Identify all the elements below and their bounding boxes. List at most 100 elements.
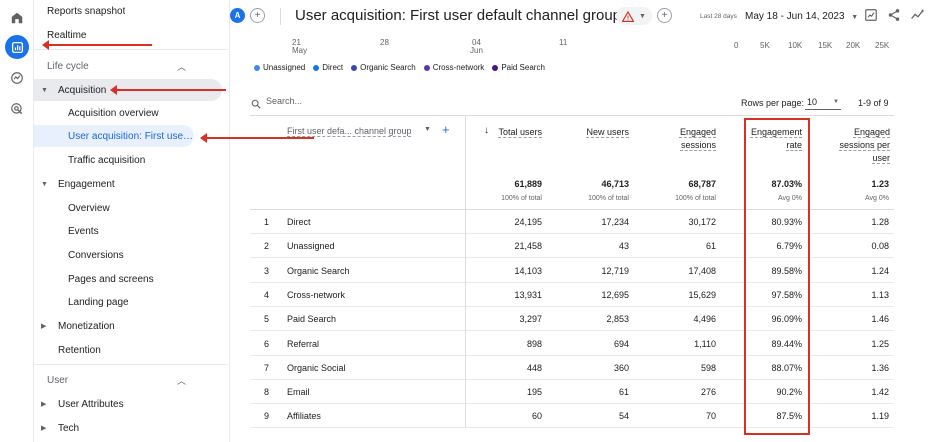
sidebar-item-overview[interactable]: Overview bbox=[34, 197, 228, 219]
row-channel[interactable]: Email bbox=[287, 387, 310, 398]
col-header-total-users[interactable]: Total users bbox=[498, 127, 542, 137]
table-row[interactable]: 5 Paid Search 3,297 2,853 4,496 96.09% 1.46 bbox=[250, 307, 894, 332]
legend-swatch bbox=[423, 64, 430, 71]
table-row[interactable]: 8 Email 195 61 276 90.2% 1.42 bbox=[250, 380, 894, 405]
legend-item-unassigned[interactable]: Unassigned bbox=[254, 63, 305, 72]
plus-icon: + bbox=[254, 9, 261, 21]
page-title: User acquisition: First user default cha… bbox=[295, 7, 622, 24]
legend-item-direct[interactable]: Direct bbox=[313, 63, 343, 72]
total-value: 87.03% bbox=[771, 179, 802, 189]
sidebar-item-events[interactable]: Events bbox=[34, 220, 228, 242]
cell-total-users: 21,458 bbox=[514, 241, 542, 252]
dimension-header[interactable]: First user defa... channel group bbox=[287, 126, 412, 136]
caret-down-icon: ▼ bbox=[833, 99, 839, 105]
row-channel[interactable]: Cross-network bbox=[287, 289, 346, 300]
sidebar-item-tech[interactable]: ▶ Tech bbox=[34, 417, 228, 439]
sidebar-item-realtime[interactable]: Realtime bbox=[34, 24, 228, 46]
share-icon[interactable] bbox=[887, 8, 901, 27]
chevron-up-icon: ︿ bbox=[176, 61, 186, 72]
cell-new-users: 2,853 bbox=[606, 314, 629, 325]
sidebar-item-landing-page[interactable]: Landing page bbox=[34, 291, 228, 313]
legend-item-paid-search[interactable]: Paid Search bbox=[492, 63, 545, 72]
cell-engagement-rate: 6.79% bbox=[776, 241, 802, 252]
search-icon bbox=[251, 99, 261, 109]
cell-new-users: 12,695 bbox=[601, 289, 629, 300]
cell-engaged-sessions: 30,172 bbox=[688, 217, 716, 227]
caret-right-icon: ▶ bbox=[41, 323, 47, 330]
sidebar-item-user-acquisition[interactable]: User acquisition: First user ... bbox=[34, 125, 194, 147]
legend-swatch bbox=[313, 64, 320, 71]
row-channel[interactable]: Organic Social bbox=[287, 362, 346, 373]
cell-sessions-per-user: 1.13 bbox=[871, 289, 889, 300]
cell-total-users: 60 bbox=[531, 411, 542, 422]
table-row[interactable]: 3 Organic Search 14,103 12,719 17,408 89.58% 1… bbox=[250, 259, 894, 283]
col-header-engagement-rate[interactable]: Engagement rate bbox=[750, 127, 802, 150]
data-quality-button[interactable]: ▼ bbox=[616, 7, 652, 25]
col-header-new-users[interactable]: New users bbox=[586, 127, 629, 137]
row-channel[interactable]: Affiliates bbox=[287, 411, 321, 422]
row-rank: 5 bbox=[264, 314, 270, 325]
add-comparison-button[interactable]: + bbox=[250, 8, 265, 23]
sidebar-item-acquisition-overview[interactable]: Acquisition overview bbox=[34, 102, 228, 124]
avatar[interactable]: A bbox=[230, 8, 245, 23]
sidebar-item-engagement[interactable]: ▼ Engagement bbox=[34, 173, 228, 195]
sidebar-section-user[interactable]: User ︿ bbox=[34, 369, 228, 391]
cell-total-users: 14,103 bbox=[514, 265, 542, 276]
col-header-engaged-sessions[interactable]: Engaged sessions bbox=[679, 127, 716, 150]
x-axis-tick: 21 bbox=[292, 38, 301, 47]
cell-new-users: 43 bbox=[618, 241, 629, 252]
sidebar-divider bbox=[34, 364, 228, 365]
sidebar-item-user-attributes[interactable]: ▶ User Attributes bbox=[34, 393, 228, 415]
legend-swatch bbox=[254, 64, 260, 71]
cell-total-users: 195 bbox=[526, 387, 542, 398]
add-dimension-icon[interactable]: + bbox=[442, 122, 450, 137]
table-row[interactable]: 1 Direct 24,195 17,234 30,172 80.93% 1.28 bbox=[250, 210, 894, 234]
explore-icon[interactable] bbox=[5, 66, 29, 90]
home-icon[interactable] bbox=[5, 6, 29, 30]
advertising-icon[interactable] bbox=[5, 97, 29, 121]
row-rank: 3 bbox=[264, 265, 270, 276]
cell-engaged-sessions: 598 bbox=[700, 362, 716, 373]
cell-engaged-sessions: 15,629 bbox=[688, 289, 716, 300]
sidebar-item-traffic-acquisition[interactable]: Traffic acquisition bbox=[34, 149, 228, 171]
chart-legend: Unassigned Direct Organic Search Cross-n… bbox=[254, 63, 545, 72]
cell-engagement-rate: 96.09% bbox=[771, 314, 802, 325]
sidebar-item-retention[interactable]: Retention bbox=[34, 339, 228, 361]
reports-icon[interactable] bbox=[5, 35, 29, 59]
cell-total-users: 3,297 bbox=[519, 314, 542, 325]
customize-report-icon[interactable] bbox=[864, 8, 878, 27]
annotation-arrow bbox=[110, 85, 226, 95]
search-input[interactable] bbox=[266, 96, 466, 106]
row-channel[interactable]: Referral bbox=[287, 338, 320, 349]
cell-sessions-per-user: 1.42 bbox=[871, 387, 889, 398]
sidebar-section-lifecycle[interactable]: Life cycle ︿ bbox=[34, 55, 228, 77]
table-row[interactable]: 9 Affiliates 60 54 70 87.5% 1.19 bbox=[250, 404, 894, 429]
cell-engaged-sessions: 4,496 bbox=[693, 314, 716, 325]
add-filter-button[interactable]: + bbox=[657, 8, 672, 23]
row-channel[interactable]: Direct bbox=[287, 217, 311, 227]
sidebar-item-monetization[interactable]: ▶ Monetization bbox=[34, 315, 228, 337]
row-channel[interactable]: Unassigned bbox=[287, 241, 335, 252]
insights-icon[interactable] bbox=[910, 8, 926, 27]
row-channel[interactable]: Organic Search bbox=[287, 265, 350, 276]
cell-engagement-rate: 90.2% bbox=[776, 387, 802, 398]
rows-per-page-select[interactable]: 10 ▼ bbox=[805, 95, 841, 110]
sidebar-item-pages-and-screens[interactable]: Pages and screens bbox=[34, 268, 228, 290]
table-row[interactable]: 4 Cross-network 13,931 12,695 15,629 97.58% 1.… bbox=[250, 283, 894, 307]
sidebar-item-label: Acquisition overview bbox=[68, 107, 159, 119]
col-header-sessions-per-user[interactable]: Engaged sessions per user bbox=[839, 127, 890, 163]
legend-label: Direct bbox=[322, 63, 344, 72]
legend-item-organic-search[interactable]: Organic Search bbox=[351, 63, 416, 72]
sidebar-item-reports-snapshot[interactable]: Reports snapshot bbox=[34, 0, 228, 22]
table-row[interactable]: 6 Referral 898 694 1,110 89.44% 1.25 bbox=[250, 332, 894, 356]
row-channel[interactable]: Paid Search bbox=[287, 314, 337, 325]
report-sidebar: Reports snapshot Realtime Life cycle ︿ ▼… bbox=[34, 0, 230, 442]
table-row[interactable]: 7 Organic Social 448 360 598 88.07% 1.36 bbox=[250, 356, 894, 380]
x-axis-tick: 04 bbox=[472, 38, 481, 47]
legend-item-cross-network[interactable]: Cross-network bbox=[423, 63, 484, 72]
table-row[interactable]: 2 Unassigned 21,458 43 61 6.79% 0.08 bbox=[250, 234, 894, 259]
dimension-dropdown-icon[interactable]: ▼ bbox=[424, 126, 431, 133]
cell-sessions-per-user: 1.24 bbox=[871, 265, 889, 276]
sidebar-item-conversions[interactable]: Conversions bbox=[34, 244, 228, 266]
date-range-picker[interactable]: May 18 - Jun 14, 2023 ▼ bbox=[745, 11, 858, 22]
